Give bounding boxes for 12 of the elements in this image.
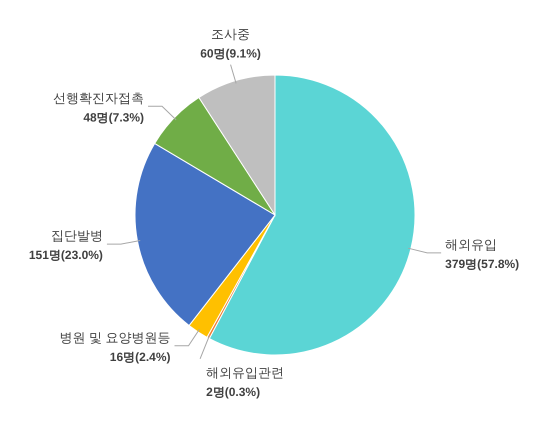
slice-label: 집단발병 [50, 228, 103, 244]
data-label: 379명(57.8%) [445, 256, 520, 271]
slice-label: 병원 및 요양병원등 [59, 330, 171, 345]
slice-label: 해외유입 [445, 236, 498, 252]
slice-label: 조사중 [211, 26, 250, 42]
data-label: 60명(9.1%) [200, 46, 261, 61]
data-label: 16명(2.4%) [110, 350, 171, 364]
slice-label: 해외유입관련 [206, 364, 284, 380]
data-label: 2명(0.3%) [206, 384, 260, 399]
data-label: 151명(23.0%) [28, 248, 103, 262]
slice-label: 선행확진자접촉 [53, 90, 144, 106]
data-label: 48명(7.3%) [83, 110, 144, 124]
